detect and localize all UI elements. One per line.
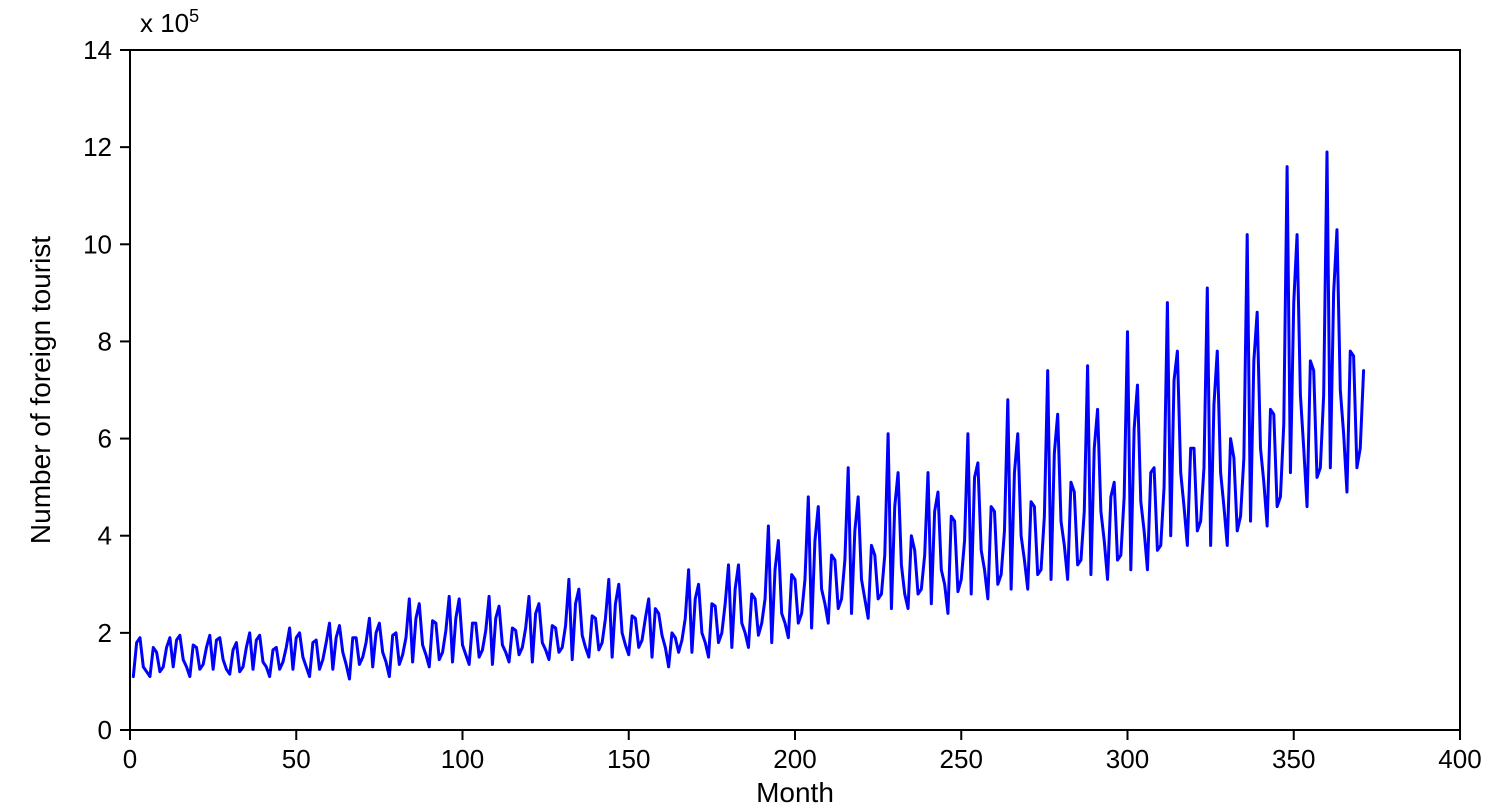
x-tick-label: 50 — [282, 744, 311, 774]
y-exponent-label: x 105 — [140, 6, 199, 38]
y-tick-label: 10 — [83, 229, 112, 259]
x-tick-label: 350 — [1272, 744, 1315, 774]
data-series-line — [133, 152, 1363, 679]
y-tick-label: 4 — [98, 521, 112, 551]
y-tick-label: 8 — [98, 326, 112, 356]
y-tick-label: 0 — [98, 715, 112, 745]
x-tick-label: 400 — [1438, 744, 1481, 774]
x-tick-label: 300 — [1106, 744, 1149, 774]
x-tick-label: 200 — [773, 744, 816, 774]
line-chart: 0 50 100 150 200 250 300 350 400 0 2 4 6 8 10 12 14 x 105… — [0, 0, 1489, 808]
x-tick-label: 150 — [607, 744, 650, 774]
y-tick-label: 12 — [83, 132, 112, 162]
chart-container: 0 50 100 150 200 250 300 350 400 0 2 4 6 8 10 12 14 x 105… — [0, 0, 1489, 808]
x-tick-label: 0 — [123, 744, 137, 774]
x-axis-label: Month — [756, 777, 834, 808]
y-tick-label: 2 — [98, 618, 112, 648]
x-tick-label: 100 — [441, 744, 484, 774]
x-tick-label: 250 — [940, 744, 983, 774]
y-tick-label: 6 — [98, 424, 112, 454]
y-axis-label: Number of foreign tourist — [25, 236, 56, 544]
y-tick-label: 14 — [83, 35, 112, 65]
